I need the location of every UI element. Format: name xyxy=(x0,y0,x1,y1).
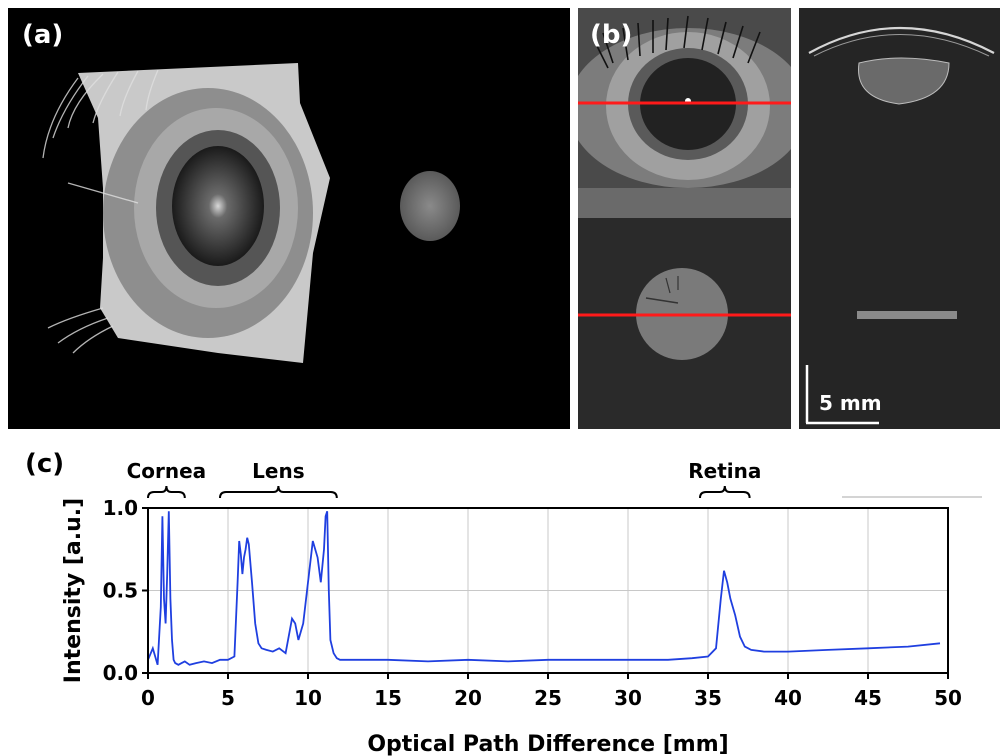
x-tick-label: 10 xyxy=(294,686,322,710)
x-tick-label: 45 xyxy=(854,686,882,710)
y-tick-label: 1.0 xyxy=(103,496,138,520)
x-tick-label: 0 xyxy=(141,686,155,710)
marker-line-top xyxy=(578,101,791,105)
x-tick-label: 35 xyxy=(694,686,722,710)
x-tick-label: 25 xyxy=(534,686,562,710)
intensity-chart-svg: (c) Cornea Lens Retina 0 5 10 15 20 25 30 35 40 45 5… xyxy=(25,449,982,756)
chart-annotations: Cornea Lens Retina xyxy=(127,459,761,499)
retina-disc-image xyxy=(578,218,791,429)
panel-c-intensity-chart: (c) Cornea Lens Retina 0 5 10 15 20 25 30 35 40 45 5… xyxy=(0,430,1000,756)
x-tick-label: 5 xyxy=(221,686,235,710)
annotation-label: Retina xyxy=(688,459,761,483)
annotation-bracket xyxy=(147,485,186,499)
enface-eye-image xyxy=(578,8,791,218)
panel-b-bscan: 5 mm xyxy=(799,8,1000,429)
annotation-label: Lens xyxy=(252,459,304,483)
chart-grid xyxy=(147,507,949,674)
x-tick-label: 30 xyxy=(614,686,642,710)
panel-a-3d-eye-render: (a) xyxy=(8,8,570,429)
annotation-label: Cornea xyxy=(127,459,207,483)
annotation-bracket xyxy=(219,485,338,499)
annotation-bracket xyxy=(699,485,751,499)
bscan-image xyxy=(799,8,1000,429)
y-tick-label: 0.5 xyxy=(103,579,138,603)
x-axis-label: Optical Path Difference [mm] xyxy=(367,732,728,756)
scale-bar-label: 5 mm xyxy=(819,391,882,415)
x-tick-label: 50 xyxy=(934,686,962,710)
panel-b-label: (b) xyxy=(590,20,633,50)
chart-ticks: 0 5 10 15 20 25 30 35 40 45 50 0.0 0.5 1.0 xyxy=(103,496,962,710)
x-tick-label: 20 xyxy=(454,686,482,710)
x-tick-label: 40 xyxy=(774,686,802,710)
y-axis-label: Intensity [a.u.] xyxy=(61,498,86,683)
eye-render-image xyxy=(42,63,460,363)
panel-b-enface-retina xyxy=(578,218,791,429)
y-tick-label: 0.0 xyxy=(103,661,138,685)
x-tick-label: 15 xyxy=(374,686,402,710)
series-line-intensity xyxy=(147,511,941,666)
panel-b-enface-eye: (b) xyxy=(578,8,791,218)
panel-c-label: (c) xyxy=(25,449,64,479)
panel-a-label: (a) xyxy=(22,20,64,50)
